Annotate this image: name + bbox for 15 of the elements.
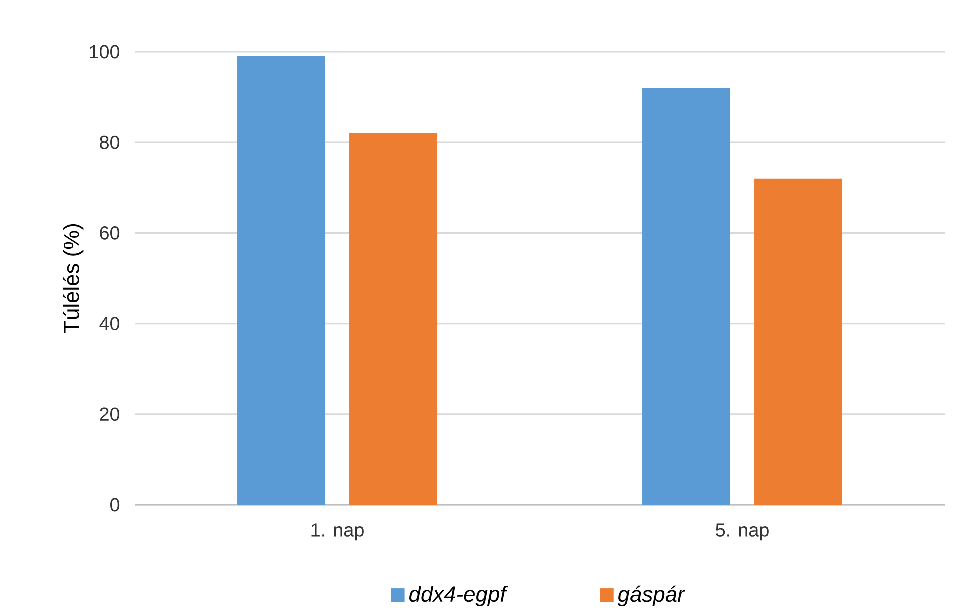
y-tick-label: 20: [100, 408, 120, 422]
bar: [350, 134, 438, 505]
x-tick-label: 5. nap: [716, 524, 769, 541]
legend-label: gáspár: [618, 586, 686, 607]
bar: [642, 88, 731, 505]
y-tick-label: 80: [100, 136, 120, 150]
y-tick-label: 40: [100, 317, 120, 331]
bar: [238, 56, 326, 505]
y-tick-label: 100: [90, 45, 120, 59]
y-tick-label: 60: [100, 226, 120, 240]
y-axis-title: Túlélés (%): [63, 224, 84, 334]
x-tick-label: 1. nap: [312, 524, 364, 541]
bar: [754, 178, 843, 505]
legend-label: ddx4-egpf: [410, 586, 508, 606]
y-tick-label: 0: [110, 498, 120, 512]
